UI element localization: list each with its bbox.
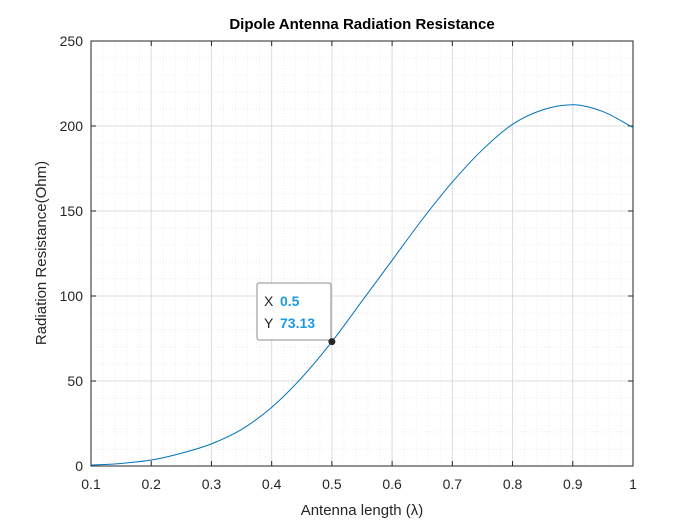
y-axis-label: Radiation Resistance(Ohm) (33, 161, 50, 345)
x-tick-label: 0.3 (202, 476, 222, 492)
y-tick-label: 250 (60, 33, 84, 49)
plot-frame (90, 40, 634, 467)
datatip-y-value: 73.13 (280, 315, 315, 331)
plot-area (91, 41, 633, 466)
y-tick-label: 150 (60, 203, 84, 219)
x-tick-label: 0.7 (443, 476, 463, 492)
series-line (90, 104, 634, 466)
y-tick-label: 0 (75, 458, 83, 474)
datatip-x-value: 0.5 (280, 293, 300, 309)
x-tick-label: 0.2 (141, 476, 161, 492)
datatip-x-key: X (264, 293, 274, 309)
x-tick-label: 0.4 (262, 476, 282, 492)
x-tick-label: 1 (629, 476, 637, 492)
y-tick-label: 100 (60, 288, 84, 304)
x-tick-label: 0.5 (322, 476, 342, 492)
chart-title: Dipole Antenna Radiation Resistance (229, 16, 494, 33)
x-tick-label: 0.6 (382, 476, 402, 492)
x-tick-label: 0.8 (503, 476, 523, 492)
y-tick-label: 200 (60, 118, 84, 134)
x-axis-label: Antenna length (λ) (301, 502, 424, 519)
y-tick-labels: 0 50 100 150 200 250 (60, 33, 84, 474)
datatip-box (256, 282, 332, 341)
datatip-marker[interactable] (328, 338, 336, 346)
datatip-y-key: Y (264, 315, 274, 331)
x-tick-labels: 0.1 0.2 0.3 0.4 0.5 0.6 0.7 0.8 0.9 1 (81, 476, 637, 492)
y-tick-label: 50 (67, 373, 83, 389)
minor-grid (91, 41, 633, 466)
x-tick-label: 0.1 (81, 476, 101, 492)
x-tick-label: 0.9 (563, 476, 583, 492)
datatip[interactable]: X 0.5 Y 73.13 (256, 282, 336, 346)
tick-marks (90, 40, 634, 467)
